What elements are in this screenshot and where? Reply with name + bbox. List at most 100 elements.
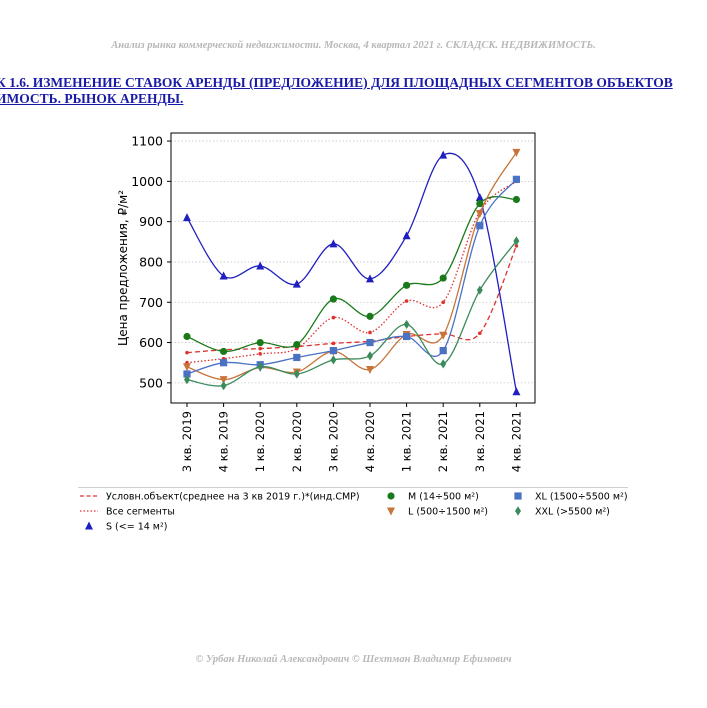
- data-point: [366, 274, 374, 283]
- data-point: [402, 231, 411, 240]
- data-point: [331, 315, 336, 320]
- page-header: Анализ рынка коммерческой недвижимости. …: [111, 40, 596, 51]
- data-point: [329, 295, 337, 303]
- data-point: [476, 222, 484, 230]
- y-tick-label: 700: [139, 295, 163, 310]
- legend-item: Все сегменты: [80, 507, 175, 518]
- x-tick-label: 3 кв. 2021: [473, 411, 487, 472]
- series-l: [183, 148, 521, 385]
- plot-frame: [170, 132, 536, 404]
- data-point: [220, 347, 228, 356]
- data-point: [220, 381, 227, 391]
- page-footer: © Урбан Николай Александрович © Шехтман …: [195, 654, 512, 665]
- legend-label: Условн.объект(среднее на 3 кв 2019 г.)*(…: [106, 492, 360, 503]
- data-point: [476, 285, 483, 295]
- data-point: [475, 192, 484, 201]
- series-line-xl: [186, 178, 517, 375]
- legend-label: XL (1500÷5500 м²): [535, 492, 628, 503]
- y-tick-label: 600: [139, 335, 163, 350]
- data-point: [366, 338, 374, 347]
- data-point: [293, 369, 300, 379]
- x-tick-label: 2 кв. 2021: [436, 411, 450, 472]
- legend-item: S (<= 14 м²): [85, 521, 168, 533]
- data-point: [183, 370, 191, 378]
- data-point: [257, 362, 264, 372]
- figure-title: К 1.6. ИЗМЕНЕНИЕ СТАВОК АРЕНДЫ (ПРЕДЛОЖЕ…: [0, 75, 707, 107]
- legend-item: Условн.объект(среднее на 3 кв 2019 г.)*(…: [80, 492, 360, 503]
- data-point: [184, 375, 190, 385]
- series-s: [183, 150, 521, 396]
- data-point: [512, 387, 521, 396]
- series-line-s: [186, 152, 518, 392]
- data-point: [439, 331, 448, 340]
- data-point: [258, 346, 263, 351]
- data-point: [293, 340, 301, 349]
- legend-item: XL (1500÷5500 м²): [514, 492, 628, 503]
- y-tick-label: 800: [139, 254, 163, 269]
- data-point: [439, 347, 447, 355]
- data-point: [514, 244, 519, 248]
- legend-label: XXL (>5500 м²): [535, 507, 610, 518]
- data-point: [403, 332, 411, 341]
- data-point: [366, 366, 374, 375]
- y-tick-label: 1100: [131, 134, 163, 149]
- data-point: [219, 376, 228, 385]
- data-point: [403, 319, 410, 330]
- legend-label: M (14÷500 м²): [408, 492, 479, 503]
- data-point: [513, 236, 520, 246]
- y-axis-label: Цена предложения, ₽/м²: [116, 190, 130, 346]
- legend-marker: [85, 521, 93, 530]
- legend-label: Все сегменты: [106, 507, 175, 518]
- series-line-all-segments: [186, 180, 517, 364]
- data-point: [512, 175, 520, 183]
- data-point: [329, 347, 337, 355]
- data-point: [441, 300, 446, 305]
- data-point: [368, 330, 372, 335]
- series-xxl: [184, 236, 520, 391]
- legend-marker: [387, 492, 395, 500]
- data-point: [476, 199, 484, 208]
- data-point: [183, 363, 191, 372]
- data-point: [439, 150, 448, 159]
- series-line-xxl: [186, 240, 517, 387]
- data-point: [329, 239, 338, 248]
- y-tick-label: 500: [139, 375, 163, 390]
- legend-item: XXL (>5500 м²): [515, 506, 610, 518]
- x-tick-label: 4 кв. 2020: [363, 411, 377, 472]
- series-xl: [183, 175, 520, 378]
- figure-title-line1: К 1.6. ИЗМЕНЕНИЕ СТАВОК АРЕНДЫ (ПРЕДЛОЖЕ…: [0, 75, 673, 90]
- x-tick-label: 4 кв. 2021: [509, 411, 523, 472]
- legend-label: S (<= 14 м²): [106, 522, 168, 533]
- figure-title-line2: ИМОСТЬ. РЫНОК АРЕНДЫ.: [0, 91, 184, 106]
- data-point: [366, 312, 374, 320]
- data-point: [293, 353, 301, 362]
- x-tick-label: 1 кв. 2021: [400, 411, 414, 472]
- series-all-segments: [185, 179, 519, 365]
- data-point: [403, 281, 411, 289]
- legend-item: L (500÷1500 м²): [387, 507, 488, 518]
- data-point: [256, 338, 264, 347]
- data-point: [512, 148, 521, 157]
- data-point: [440, 359, 447, 369]
- legend-marker: [514, 492, 522, 500]
- y-tick-label: 1000: [131, 174, 163, 189]
- y-tick-label: 900: [139, 214, 163, 229]
- legend-marker: [515, 506, 521, 516]
- legend-marker: [387, 507, 395, 516]
- data-point: [219, 271, 228, 280]
- data-point: [256, 261, 265, 270]
- series-line-conditional-object: [186, 245, 517, 354]
- series-m: [183, 195, 521, 356]
- x-tick-label: 1 кв. 2020: [253, 411, 267, 472]
- x-tick-label: 3 кв. 2020: [326, 411, 340, 472]
- data-point: [331, 341, 336, 346]
- legend-item: M (14÷500 м²): [387, 492, 479, 503]
- data-point: [292, 279, 301, 288]
- data-point: [512, 195, 521, 204]
- data-point: [185, 350, 189, 355]
- series-line-m: [186, 196, 517, 353]
- series-line-l: [186, 152, 517, 381]
- x-tick-label: 4 кв. 2019: [217, 411, 231, 472]
- data-point: [367, 351, 373, 361]
